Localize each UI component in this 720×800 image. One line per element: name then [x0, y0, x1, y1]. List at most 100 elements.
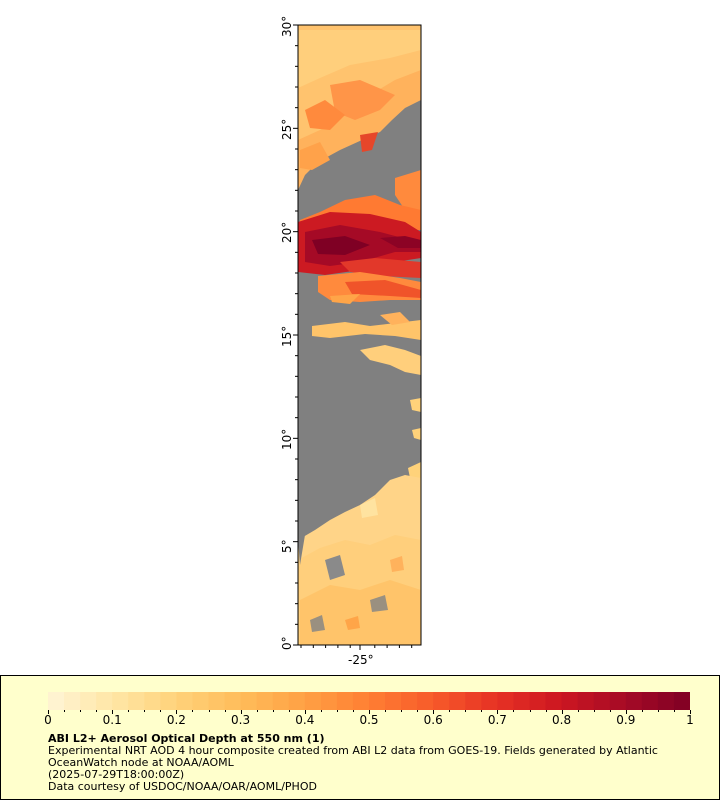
colorbar-segment — [240, 692, 258, 710]
colorbar-segment — [208, 692, 226, 710]
colorbar-tick — [545, 710, 547, 712]
colorbar-tick — [529, 710, 531, 712]
colorbar-tick-label: 0.9 — [616, 713, 636, 727]
colorbar-tick — [385, 710, 387, 712]
colorbar-segment — [497, 692, 515, 710]
colorbar-tick — [481, 710, 483, 712]
legend-text: ABI L2+ Aerosol Optical Depth at 550 nm … — [48, 733, 688, 793]
colorbar-segment — [657, 692, 675, 710]
lat-label-25: 25° — [280, 118, 294, 140]
colorbar-segment — [465, 692, 482, 710]
colorbar-tick-marks — [48, 710, 691, 714]
colorbar-segment — [417, 692, 434, 710]
aod-map — [293, 24, 422, 650]
colorbar-segment — [304, 692, 322, 710]
lat-label-30: 30° — [280, 15, 294, 37]
legend-panel: 0 0.1 0.2 0.3 0.4 0.5 0.6 0.7 0.8 0.9 1 ABI L2+ Ae… — [0, 675, 720, 800]
colorbar-tick — [208, 710, 210, 712]
colorbar-tick — [224, 710, 226, 712]
colorbar-tick — [401, 710, 403, 712]
colorbar-segment — [160, 692, 177, 710]
colorbar-segment — [641, 692, 659, 710]
lat-label-15: 15° — [280, 325, 294, 347]
legend-description: Experimental NRT AOD 4 hour composite cr… — [48, 744, 658, 769]
colorbar-tick — [160, 710, 162, 712]
colorbar-tick — [176, 710, 178, 714]
colorbar-tick-label: 1 — [686, 713, 694, 727]
colorbar-segment — [673, 692, 690, 710]
colorbar-segment — [256, 692, 274, 710]
colorbar-tick — [465, 710, 467, 712]
colorbar-segment — [593, 692, 611, 710]
colorbar-tick — [336, 710, 338, 712]
colorbar-segment — [529, 692, 547, 710]
colorbar-tick — [674, 710, 675, 712]
colorbar-tick — [320, 710, 322, 712]
colorbar-segment — [336, 692, 354, 710]
colorbar-segment — [561, 692, 579, 710]
colorbar-tick — [497, 710, 499, 714]
colorbar-tick-label: 0.7 — [487, 713, 507, 727]
lat-label-0: 0° — [280, 636, 294, 650]
colorbar-tick — [577, 710, 579, 712]
lat-label-20: 20° — [280, 221, 294, 243]
colorbar-tick — [641, 710, 643, 712]
colorbar-segment — [625, 692, 643, 710]
colorbar-tick — [593, 710, 595, 712]
colorbar-tick — [64, 710, 66, 712]
colorbar-segment — [224, 692, 242, 710]
colorbar-segment — [112, 692, 129, 710]
colorbar-segment — [80, 692, 97, 710]
map-area: 30° 25° 20° 15° 10° 5° 0° -25° — [280, 15, 422, 667]
colorbar-segment — [288, 692, 306, 710]
colorbar-tick — [128, 710, 130, 712]
colorbar-tick — [657, 710, 659, 712]
colorbar-tick — [433, 710, 435, 714]
colorbar-tick — [112, 710, 114, 714]
legend-timestamp: (2025-07-29T18:00:00Z) — [48, 768, 185, 781]
colorbar-segment — [433, 692, 450, 710]
colorbar-segment — [513, 692, 531, 710]
colorbar-tick — [449, 710, 451, 712]
colorbar-segment — [48, 692, 65, 710]
colorbar-tick — [609, 710, 611, 712]
colorbar-tick — [417, 710, 419, 712]
colorbar-tick — [352, 710, 354, 712]
colorbar-segment — [176, 692, 194, 710]
colorbar-tick-label: 0.5 — [359, 713, 379, 727]
colorbar-segment — [352, 692, 370, 710]
colorbar-tick — [240, 710, 242, 714]
colorbar-tick — [625, 710, 627, 714]
colorbar-segment — [96, 692, 113, 710]
colorbar-segment — [401, 692, 418, 710]
map-field — [298, 25, 421, 645]
colorbar-tick — [288, 710, 290, 712]
lon-label-minus25: -25° — [348, 653, 374, 667]
colorbar-segment — [144, 692, 161, 710]
colorbar-segment — [64, 692, 81, 710]
colorbar-segment — [481, 692, 498, 710]
colorbar-segment — [192, 692, 210, 710]
colorbar-tick-label: 0.4 — [295, 713, 315, 727]
colorbar-segment — [385, 692, 402, 710]
colorbar-tick — [48, 710, 49, 714]
colorbar-tick — [561, 710, 563, 714]
colorbar-segment — [609, 692, 627, 710]
legend-title: ABI L2+ Aerosol Optical Depth at 550 nm … — [48, 732, 325, 745]
colorbar-tick — [256, 710, 258, 712]
colorbar-tick-label: 0.2 — [166, 713, 186, 727]
colorbar-tick-label: 0.6 — [423, 713, 443, 727]
colorbar-tick — [369, 710, 370, 714]
colorbar-tick-label: 0.8 — [552, 713, 572, 727]
colorbar-tick — [96, 710, 98, 712]
colorbar-tick-label: 0.3 — [231, 713, 251, 727]
colorbar-tick — [304, 710, 306, 714]
colorbar-segment — [128, 692, 145, 710]
colorbar-segment — [320, 692, 338, 710]
colorbar-segment — [449, 692, 466, 710]
colorbar-segment — [369, 692, 386, 710]
colorbar-tick — [144, 710, 146, 712]
colorbar-segment — [545, 692, 563, 710]
colorbar-tick-label: 0 — [44, 713, 52, 727]
colorbar-tick — [690, 710, 691, 714]
